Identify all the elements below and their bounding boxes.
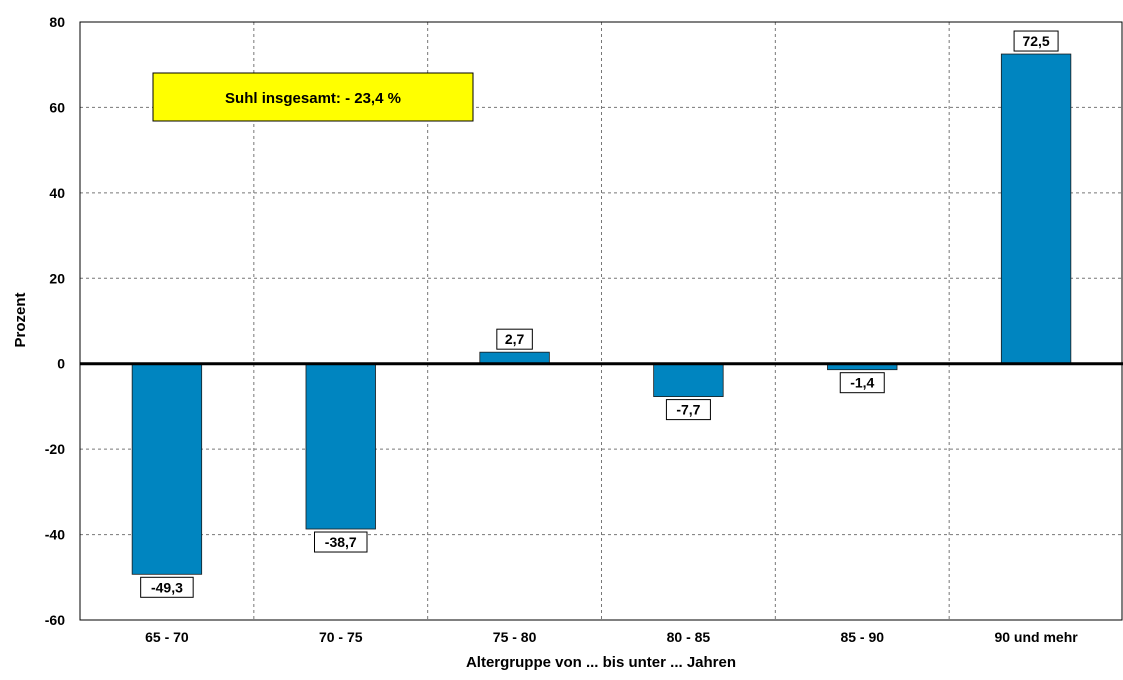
x-tick-label: 85 - 90 bbox=[840, 629, 884, 645]
y-axis-title: Prozent bbox=[12, 292, 29, 347]
annotation-text: Suhl insgesamt: - 23,4 % bbox=[225, 90, 401, 107]
y-tick-label: -60 bbox=[45, 612, 65, 628]
bar bbox=[1000, 53, 1072, 365]
bar bbox=[653, 363, 724, 398]
labels-layer: -60 -40 -20 0 20 40 60 80 -49,3 65 - 70 -38,7 70 - … bbox=[45, 14, 1078, 645]
data-label: -7,7 bbox=[676, 402, 700, 418]
x-axis-title: Altergruppe von ... bis unter ... Jahren bbox=[466, 654, 736, 671]
grid-layer bbox=[80, 21, 1123, 620]
data-label-box bbox=[314, 531, 368, 553]
x-tick-label: 75 - 80 bbox=[493, 629, 537, 645]
y-tick-label: 80 bbox=[49, 14, 65, 30]
bar bbox=[305, 363, 376, 530]
y-tick-label: 60 bbox=[49, 99, 65, 115]
data-label: 72,5 bbox=[1022, 33, 1049, 49]
data-label-box bbox=[140, 576, 194, 598]
x-tick-label: 90 und mehr bbox=[994, 629, 1078, 645]
bar bbox=[131, 363, 203, 575]
data-label-box bbox=[1013, 30, 1059, 52]
y-tick-label: 0 bbox=[57, 356, 65, 372]
plot-area-border bbox=[79, 21, 1123, 621]
y-tick-label: 40 bbox=[49, 185, 65, 201]
annotation-box: Suhl insgesamt: - 23,4 % bbox=[152, 72, 474, 122]
y-tick-label: 20 bbox=[49, 270, 65, 286]
bar bbox=[479, 351, 550, 365]
data-label-box bbox=[839, 372, 885, 394]
data-label: -49,3 bbox=[151, 579, 183, 595]
y-tick-label: -40 bbox=[45, 527, 65, 543]
x-tick-label: 80 - 85 bbox=[667, 629, 711, 645]
axes-layer bbox=[79, 21, 1123, 621]
data-label-box bbox=[665, 399, 711, 421]
x-tick-label: 70 - 75 bbox=[319, 629, 363, 645]
x-tick-label: 65 - 70 bbox=[145, 629, 189, 645]
bars-layer bbox=[131, 53, 1072, 575]
data-label: -38,7 bbox=[325, 534, 357, 550]
y-tick-label: -20 bbox=[45, 441, 65, 457]
data-label-box bbox=[496, 328, 533, 350]
data-label: -1,4 bbox=[850, 375, 874, 391]
annotation-background bbox=[152, 72, 474, 122]
data-label: 2,7 bbox=[505, 331, 525, 347]
